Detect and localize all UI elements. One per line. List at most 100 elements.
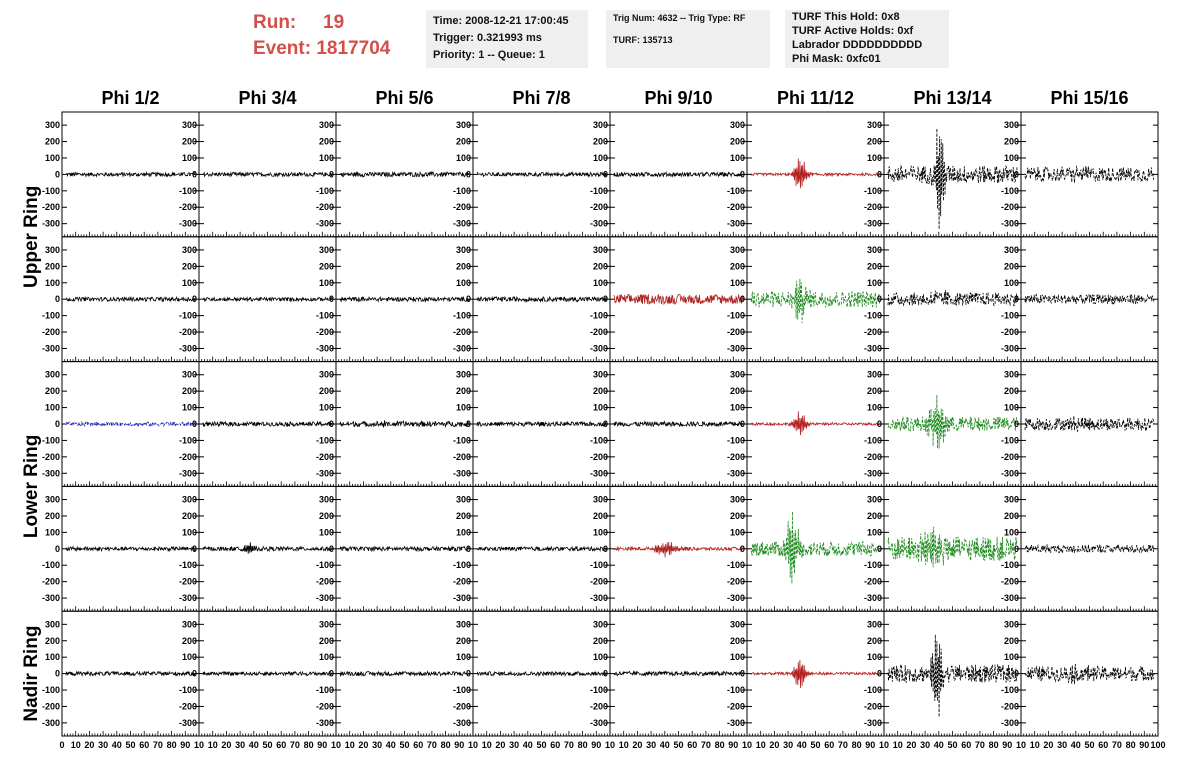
y-tick-label: 0 [877,669,882,679]
panel-frame [1020,111,1159,238]
y-tick-label: 0 [1014,294,1019,304]
y-tick-label: 300 [182,495,197,505]
y-tick-label: -100 [316,560,334,570]
waveform-trace [339,545,470,553]
y-tick-label: -100 [590,560,608,570]
y-tick-label: -200 [590,202,608,212]
column-header: Phi 13/14 [913,88,991,108]
x-tick-label: 90 [454,740,464,750]
y-tick-label: -100 [316,435,334,445]
y-tick-label: 100 [45,403,60,413]
y-tick-label: -200 [590,327,608,337]
y-tick-label: -300 [179,343,197,353]
x-tick-label: 20 [906,740,916,750]
y-tick-label: -100 [453,311,471,321]
info-box-trigger: Trig Num: 4632 -- Trig Type: RF TURF: 13… [606,10,770,68]
x-tick-label: 70 [427,740,437,750]
y-tick-label: -200 [1001,452,1019,462]
y-tick-label: 100 [593,278,608,288]
x-tick-label: 60 [1098,740,1108,750]
y-tick-label: -200 [316,577,334,587]
y-tick-label: 300 [730,120,745,130]
y-tick-label: -300 [316,718,334,728]
x-tick-label: 80 [1126,740,1136,750]
y-tick-label: 300 [45,619,60,629]
y-tick-label: 300 [730,370,745,380]
x-tick-label: 50 [947,740,957,750]
x-tick-label: 90 [180,740,190,750]
x-tick-label: 30 [509,740,519,750]
y-tick-label: -200 [42,327,60,337]
y-tick-label: 100 [182,652,197,662]
column-header: Phi 7/8 [512,88,570,108]
y-tick-label: -100 [727,186,745,196]
y-tick-label: 100 [867,403,882,413]
x-tick-label: 40 [249,740,259,750]
waveform-trace [887,394,1018,449]
y-tick-label: 300 [456,495,471,505]
y-tick-label: -300 [1001,468,1019,478]
x-tick-label: 60 [824,740,834,750]
y-tick-label: -300 [453,468,471,478]
x-tick-label: 70 [153,740,163,750]
y-tick-label: -200 [453,202,471,212]
x-tick-label: 10 [619,740,629,750]
y-tick-label: 100 [1004,403,1019,413]
x-tick-label: 100 [1150,740,1165,750]
y-tick-label: 200 [456,636,471,646]
run-line: Run: 19 [253,10,418,36]
y-tick-label: -100 [453,435,471,445]
y-tick-label: 200 [1004,137,1019,147]
y-tick-label: -100 [1001,186,1019,196]
y-tick-label: -300 [42,343,60,353]
y-tick-label: -100 [727,560,745,570]
y-tick-label: 300 [1004,120,1019,130]
y-tick-label: 100 [182,527,197,537]
x-tick-label: 50 [125,740,135,750]
y-tick-label: 100 [593,403,608,413]
y-tick-label: -300 [453,343,471,353]
y-tick-label: 200 [45,511,60,521]
x-tick-label: 60 [413,740,423,750]
waveform-trace [339,670,470,678]
y-tick-label: 0 [603,419,608,429]
y-tick-label: -300 [864,468,882,478]
x-tick-label: 10 [742,740,752,750]
waveform-trace [887,634,1018,718]
waveform-trace [613,420,743,428]
y-tick-label: 100 [867,652,882,662]
y-tick-label: 300 [1004,495,1019,505]
y-tick-label: -300 [316,468,334,478]
x-tick-label: 20 [769,740,779,750]
column-header: Phi 3/4 [238,88,296,108]
y-tick-label: 100 [45,652,60,662]
info-turf: TURF: 135713 [613,35,673,45]
x-tick-label: 50 [399,740,409,750]
x-tick-label: 10 [893,740,903,750]
y-tick-label: 200 [867,511,882,521]
waveform-trace [477,670,607,677]
y-tick-label: -100 [316,186,334,196]
y-tick-label: 100 [867,278,882,288]
y-tick-label: 300 [319,619,334,629]
y-tick-label: 200 [867,636,882,646]
x-tick-label: 90 [1139,740,1149,750]
x-tick-label: 40 [386,740,396,750]
info-priority: Priority: 1 -- Queue: 1 [433,49,545,61]
y-tick-label: -300 [453,718,471,728]
y-tick-label: -300 [864,718,882,728]
y-tick-label: 200 [456,386,471,396]
y-tick-label: -200 [453,701,471,711]
y-tick-label: 100 [319,527,334,537]
y-tick-label: -300 [590,343,608,353]
y-tick-label: 200 [1004,511,1019,521]
waveform-trace [476,420,607,428]
y-tick-label: 100 [456,278,471,288]
y-tick-label: 0 [192,544,197,554]
y-tick-label: -200 [316,452,334,462]
y-tick-label: -200 [590,701,608,711]
y-tick-label: -100 [453,685,471,695]
y-tick-label: 200 [593,386,608,396]
y-tick-label: -100 [864,435,882,445]
x-tick-label: 90 [317,740,327,750]
